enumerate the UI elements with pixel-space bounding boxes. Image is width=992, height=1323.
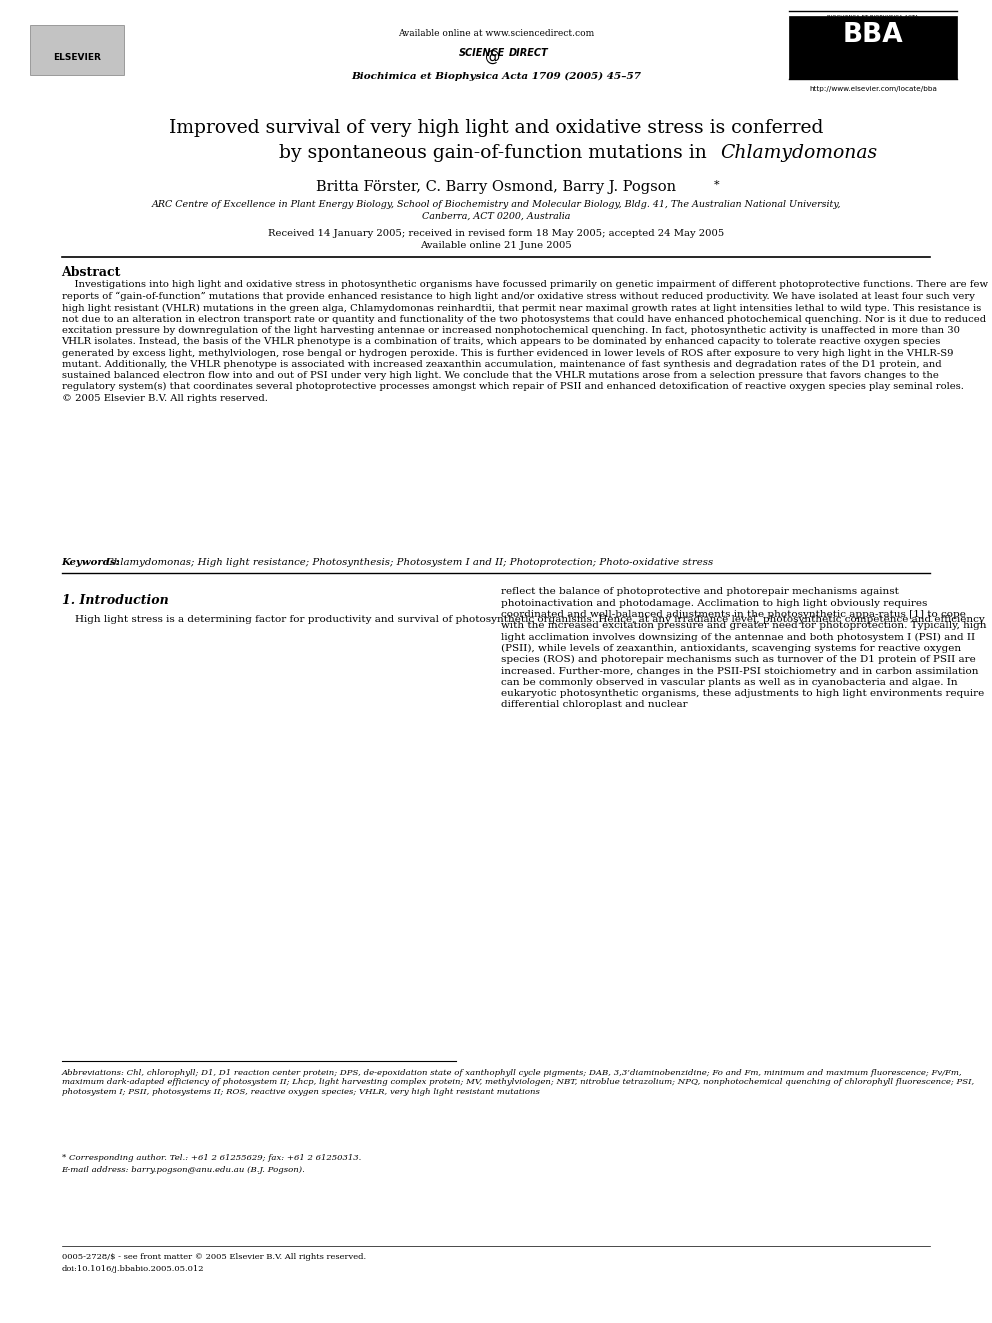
Text: Canberra, ACT 0200, Australia: Canberra, ACT 0200, Australia: [422, 212, 570, 221]
Text: @: @: [485, 49, 501, 64]
Text: by spontaneous gain-of-function mutations in: by spontaneous gain-of-function mutation…: [279, 144, 713, 163]
Text: High light stress is a determining factor for productivity and survival of photo: High light stress is a determining facto…: [62, 615, 984, 624]
Text: Investigations into high light and oxidative stress in photosynthetic organisms : Investigations into high light and oxida…: [62, 280, 987, 402]
Text: reflect the balance of photoprotective and photorepair mechanisms against photoi: reflect the balance of photoprotective a…: [501, 587, 986, 709]
Text: * Corresponding author. Tel.: +61 2 61255629; fax: +61 2 61250313.: * Corresponding author. Tel.: +61 2 6125…: [62, 1154, 361, 1162]
Text: BIOCHIMICA ET BIOPHYSICA ACTA: BIOCHIMICA ET BIOPHYSICA ACTA: [827, 15, 919, 20]
Text: E-mail address: barry.pogson@anu.edu.au (B.J. Pogson).: E-mail address: barry.pogson@anu.edu.au …: [62, 1166, 306, 1174]
Text: SCIENCE: SCIENCE: [459, 48, 506, 58]
Text: 0005-2728/$ - see front matter © 2005 Elsevier B.V. All rights reserved.: 0005-2728/$ - see front matter © 2005 El…: [62, 1253, 366, 1261]
Text: Received 14 January 2005; received in revised form 18 May 2005; accepted 24 May : Received 14 January 2005; received in re…: [268, 229, 724, 238]
Text: http://www.elsevier.com/locate/bba: http://www.elsevier.com/locate/bba: [809, 86, 936, 93]
Text: Available online at www.sciencedirect.com: Available online at www.sciencedirect.co…: [398, 29, 594, 38]
Text: Available online 21 June 2005: Available online 21 June 2005: [421, 241, 571, 250]
Text: Chlamydomonas: Chlamydomonas: [720, 144, 877, 163]
Text: BBA: BBA: [842, 22, 904, 49]
Text: doi:10.1016/j.bbabio.2005.05.012: doi:10.1016/j.bbabio.2005.05.012: [62, 1265, 204, 1273]
Text: 1. Introduction: 1. Introduction: [62, 594, 169, 607]
Text: Chlamydomonas; High light resistance; Photosynthesis; Photosystem I and II; Phot: Chlamydomonas; High light resistance; Ph…: [106, 558, 713, 568]
Text: DIRECT: DIRECT: [509, 48, 549, 58]
Text: ARC Centre of Excellence in Plant Energy Biology, School of Biochemistry and Mol: ARC Centre of Excellence in Plant Energy…: [151, 200, 841, 209]
Text: Britta Förster, C. Barry Osmond, Barry J. Pogson: Britta Förster, C. Barry Osmond, Barry J…: [315, 180, 677, 194]
Text: Biochimica et Biophysica Acta 1709 (2005) 45–57: Biochimica et Biophysica Acta 1709 (2005…: [351, 71, 641, 81]
Bar: [789, 16, 957, 79]
Text: *: *: [714, 180, 719, 191]
Text: Keywords:: Keywords:: [62, 558, 123, 568]
Bar: [30, 25, 124, 75]
Text: Improved survival of very high light and oxidative stress is conferred: Improved survival of very high light and…: [169, 119, 823, 138]
Text: ELSEVIER: ELSEVIER: [54, 53, 101, 62]
Text: Abbreviations: Chl, chlorophyll; D1, D1 reaction center protein; DPS, de-epoxida: Abbreviations: Chl, chlorophyll; D1, D1 …: [62, 1069, 974, 1095]
Text: Abstract: Abstract: [62, 266, 121, 279]
